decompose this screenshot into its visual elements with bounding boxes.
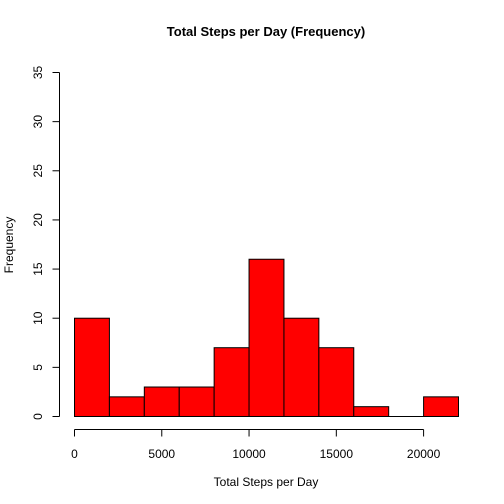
histogram-bar xyxy=(178,386,215,417)
chart-title: Total Steps per Day (Frequency) xyxy=(167,24,365,39)
x-tick-label: 5000 xyxy=(148,447,175,461)
histogram-bar xyxy=(318,347,355,418)
y-tick-label: 20 xyxy=(31,213,45,227)
y-tick-label: 30 xyxy=(31,115,45,129)
histogram-bar xyxy=(248,258,285,417)
histogram-bar xyxy=(143,386,180,417)
y-tick-label: 5 xyxy=(31,364,45,371)
y-tick-label: 35 xyxy=(31,66,45,80)
histogram-bar xyxy=(74,317,110,418)
bars-group xyxy=(74,258,460,418)
x-tick-label: 20000 xyxy=(407,447,441,461)
histogram-bar xyxy=(213,347,250,418)
histogram-bar xyxy=(353,406,390,417)
x-tick-label: 10000 xyxy=(232,447,266,461)
y-axis-label: Frequency xyxy=(2,217,16,274)
y-tick-label: 15 xyxy=(31,262,45,276)
histogram-bar xyxy=(423,396,460,418)
y-tick-label: 10 xyxy=(31,311,45,325)
histogram-bar xyxy=(108,396,145,418)
y-tick-label: 0 xyxy=(31,413,45,420)
x-axis-label: Total Steps per Day xyxy=(214,475,319,489)
x-tick-label: 0 xyxy=(71,447,78,461)
histogram-bar xyxy=(283,317,320,418)
x-tick-label: 15000 xyxy=(320,447,354,461)
y-axis: 0 5 10 15 20 25 30 35 xyxy=(31,66,60,420)
x-axis: 0 5000 10000 15000 20000 xyxy=(71,429,441,461)
y-tick-label: 25 xyxy=(31,164,45,178)
